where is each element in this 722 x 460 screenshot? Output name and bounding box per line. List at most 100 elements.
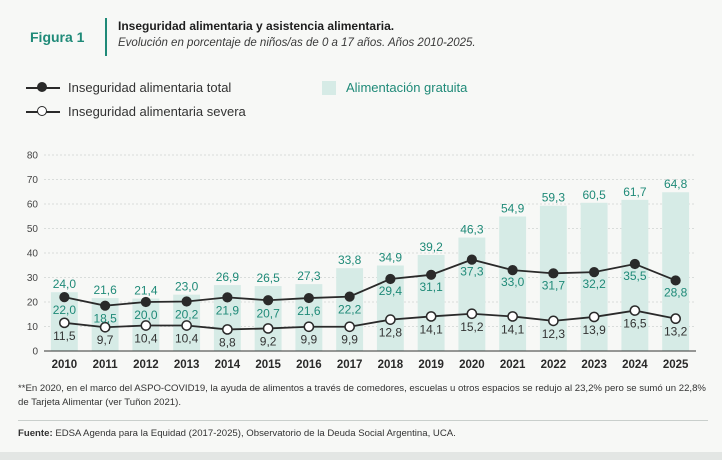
x-tick-label: 2021 bbox=[500, 359, 526, 371]
point-total bbox=[100, 300, 111, 311]
total-value-label: 28,8 bbox=[664, 285, 688, 299]
point-total bbox=[426, 269, 437, 280]
open-circle-line-icon bbox=[26, 105, 60, 118]
severe-value-label: 12,3 bbox=[542, 327, 566, 341]
point-severe bbox=[629, 305, 641, 316]
bar-value-label: 23,0 bbox=[175, 280, 199, 294]
bar-value-label: 59,3 bbox=[542, 191, 566, 205]
bar-value-label: 34,9 bbox=[379, 250, 403, 264]
point-total bbox=[140, 296, 151, 308]
bar bbox=[662, 192, 690, 351]
point-total bbox=[222, 292, 233, 303]
total-value-label: 20,2 bbox=[175, 308, 199, 322]
total-value-label: 29,4 bbox=[379, 284, 403, 298]
filled-circle-line-icon bbox=[26, 81, 60, 94]
x-tick-label: 2015 bbox=[255, 359, 281, 371]
x-tick-label: 2018 bbox=[378, 359, 404, 371]
x-tick-label: 2019 bbox=[418, 359, 444, 371]
figure-header: Figura 1 Inseguridad alimentaria y asist… bbox=[10, 12, 710, 58]
figure-title: Inseguridad alimentaria y asistencia ali… bbox=[118, 19, 395, 33]
header-divider bbox=[105, 18, 107, 56]
point-total bbox=[59, 292, 70, 303]
bar bbox=[499, 216, 527, 351]
severe-value-label: 9,9 bbox=[341, 333, 358, 347]
severe-value-label: 13,2 bbox=[664, 325, 688, 339]
y-tick-label: 10 bbox=[27, 322, 39, 333]
point-total bbox=[385, 273, 396, 285]
point-total bbox=[303, 292, 314, 304]
total-value-label: 18,5 bbox=[93, 312, 117, 326]
point-severe bbox=[425, 311, 437, 322]
bar-line-chart: 0 10 20 30 40 50 60 70 80 24,0 21,6 21,4 23,0 26,9 26,… bbox=[27, 151, 696, 371]
point-severe bbox=[548, 315, 559, 327]
footnote: **En 2020, en el marco del ASPO-COVID19,… bbox=[18, 383, 706, 408]
point-severe bbox=[385, 314, 396, 325]
series-line-severe bbox=[64, 309, 676, 331]
x-tick-label: 2014 bbox=[215, 359, 241, 371]
bar-value-label: 21,4 bbox=[134, 284, 158, 298]
legend-item-total: Inseguridad alimentaria total bbox=[26, 80, 231, 95]
point-severe bbox=[466, 308, 478, 320]
x-tick-label: 2025 bbox=[663, 359, 689, 371]
severe-value-label: 11,5 bbox=[53, 329, 76, 343]
severe-value-label: 10,4 bbox=[175, 332, 199, 346]
y-tick-label: 60 bbox=[27, 200, 39, 211]
total-value-label: 22,0 bbox=[53, 303, 77, 317]
severe-value-label: 12,8 bbox=[379, 326, 403, 340]
point-severe bbox=[507, 311, 518, 322]
bar-value-label: 61,7 bbox=[623, 185, 647, 199]
legend-item-bars: Alimentación gratuita bbox=[322, 80, 467, 95]
point-total bbox=[507, 265, 518, 276]
point-severe bbox=[181, 320, 192, 331]
point-severe bbox=[140, 320, 152, 331]
total-value-label: 22,2 bbox=[338, 303, 362, 317]
figure-label: Figura 1 bbox=[30, 29, 85, 45]
y-tick-label: 80 bbox=[27, 151, 39, 162]
bar bbox=[336, 268, 364, 351]
x-tick-label: 2016 bbox=[296, 359, 322, 371]
bar-value-label: 26,5 bbox=[256, 271, 280, 285]
x-tick-label: 2024 bbox=[622, 359, 648, 371]
figure-subtitle: Evolución en porcentaje de niños/as de 0… bbox=[118, 37, 476, 49]
divider bbox=[18, 420, 708, 421]
point-severe bbox=[344, 321, 355, 333]
point-severe bbox=[222, 324, 233, 335]
point-total bbox=[263, 295, 274, 306]
point-total bbox=[589, 267, 600, 278]
bar-value-label: 64,8 bbox=[664, 177, 688, 191]
legend-label-total: Inseguridad alimentaria total bbox=[68, 80, 232, 95]
bar-value-label: 21,6 bbox=[93, 283, 117, 297]
legend-item-severe: Inseguridad alimentaria severa bbox=[26, 104, 246, 119]
point-severe bbox=[99, 321, 111, 333]
source-line: Fuente: EDSA Agenda para la Equidad (201… bbox=[18, 428, 456, 439]
point-total bbox=[548, 268, 559, 279]
y-tick-label: 40 bbox=[27, 249, 39, 260]
y-tick-label: 50 bbox=[27, 224, 39, 235]
total-value-label: 35,5 bbox=[623, 269, 647, 283]
point-total bbox=[344, 291, 355, 302]
bar-value-label: 54,9 bbox=[501, 201, 525, 215]
x-tick-label: 2020 bbox=[459, 359, 485, 371]
y-tick-label: 70 bbox=[27, 175, 39, 186]
total-value-label: 21,9 bbox=[216, 303, 240, 317]
bar-value-label: 60,5 bbox=[582, 188, 606, 202]
bar-value-label: 24,0 bbox=[53, 277, 77, 291]
total-value-label: 37,3 bbox=[460, 265, 484, 279]
severe-value-label: 16,5 bbox=[623, 317, 647, 331]
source-text: EDSA Agenda para la Equidad (2017-2025),… bbox=[52, 428, 456, 439]
total-value-label: 31,1 bbox=[419, 280, 443, 294]
x-tick-label: 2010 bbox=[52, 359, 78, 371]
source-label: Fuente: bbox=[18, 428, 53, 439]
point-severe bbox=[588, 311, 600, 323]
y-tick-label: 20 bbox=[27, 298, 39, 309]
point-total bbox=[670, 275, 681, 286]
severe-value-label: 9,7 bbox=[97, 333, 114, 347]
bar-swatch-icon bbox=[322, 80, 336, 95]
severe-value-label: 14,1 bbox=[419, 322, 443, 336]
point-severe bbox=[670, 313, 681, 325]
severe-value-label: 10,4 bbox=[134, 332, 158, 346]
total-value-label: 21,6 bbox=[297, 304, 321, 318]
severe-value-label: 13,9 bbox=[582, 323, 606, 337]
x-tick-label: 2013 bbox=[174, 359, 200, 371]
bar-value-label: 27,3 bbox=[297, 269, 321, 283]
